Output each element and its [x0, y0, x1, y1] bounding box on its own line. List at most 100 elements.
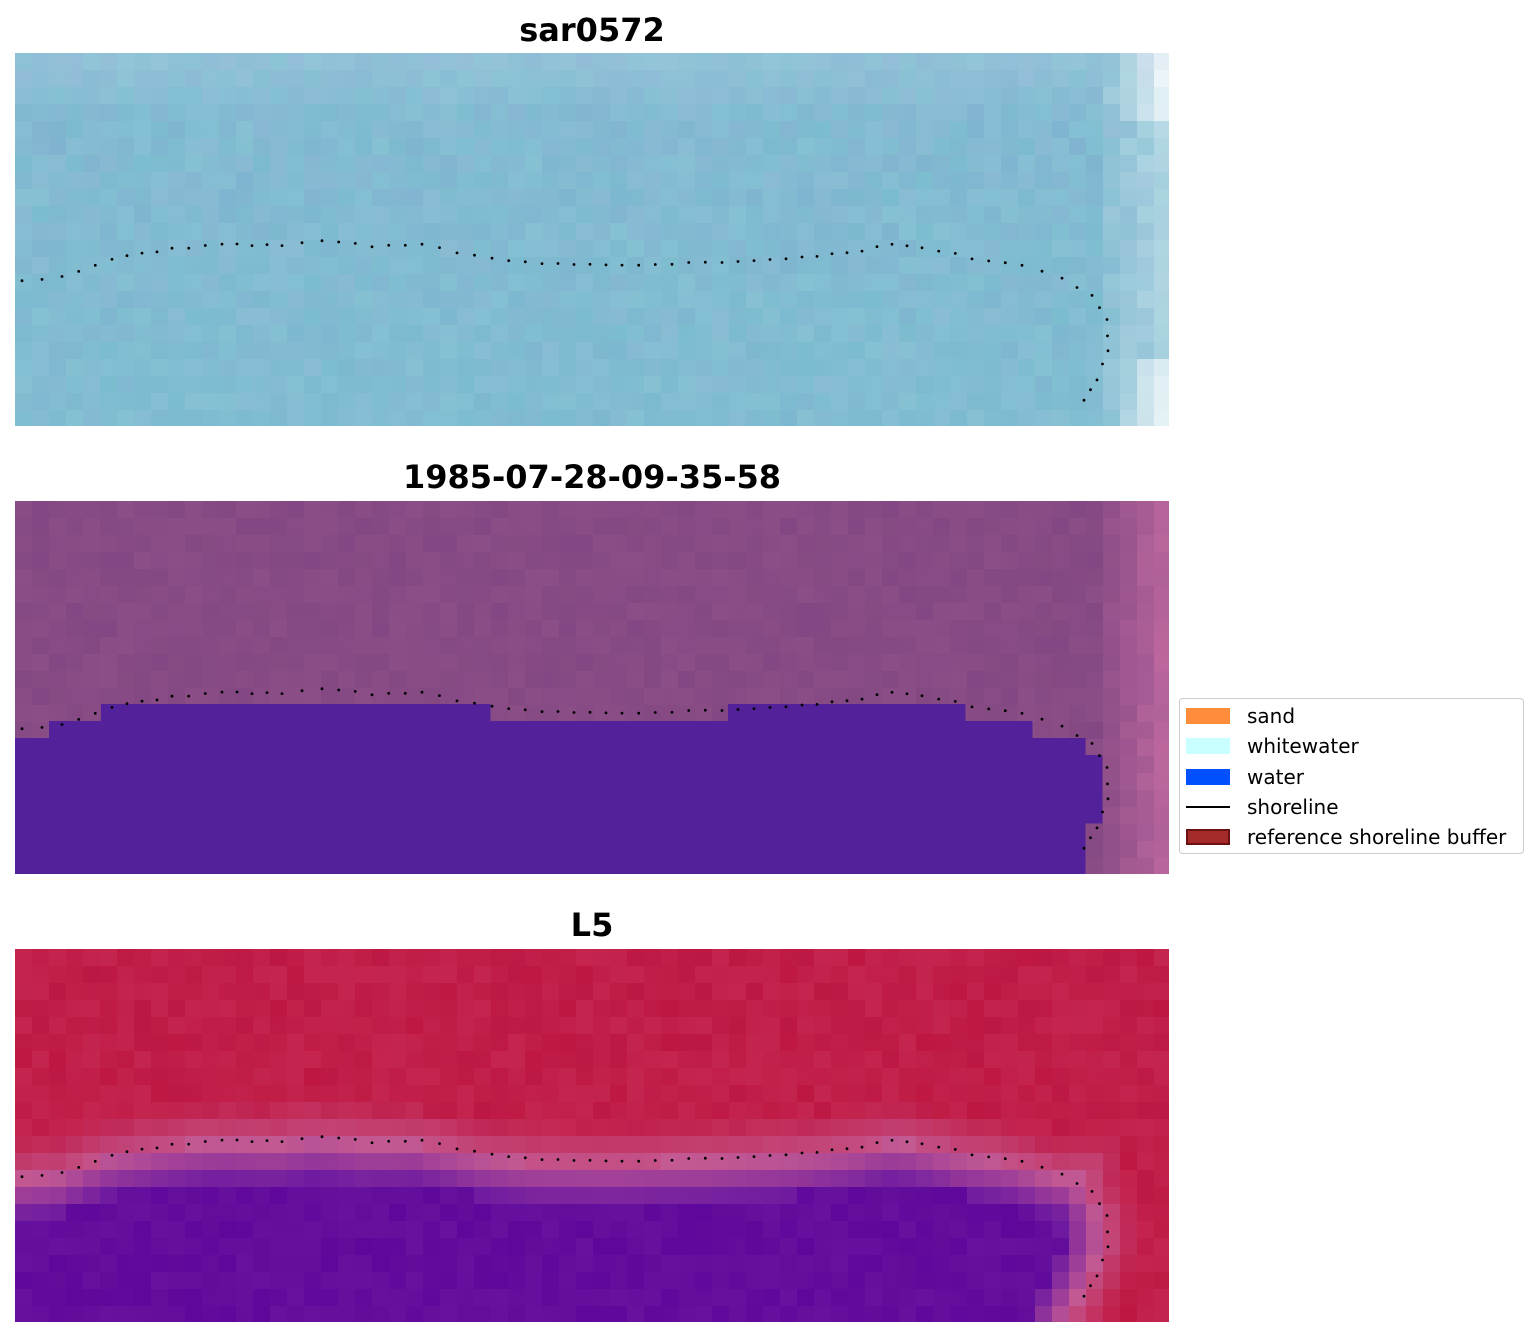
water-class-region: [1068, 823, 1086, 858]
shoreline-point: [1098, 306, 1101, 309]
shoreline-point: [1106, 1245, 1110, 1249]
legend-label-water: water: [1247, 765, 1304, 789]
shoreline-point: [845, 1147, 849, 1151]
shoreline-point: [1040, 269, 1044, 273]
shoreline-point: [937, 249, 941, 253]
shoreline-point: [523, 260, 527, 264]
shoreline-point: [620, 1159, 624, 1163]
shoreline-point: [860, 1145, 864, 1149]
shoreline-point: [40, 1174, 44, 1177]
shoreline-point: [703, 1156, 707, 1160]
water-class-region: [490, 721, 729, 874]
shoreline-point: [265, 691, 269, 694]
shoreline-point: [77, 270, 81, 273]
shoreline-point: [830, 252, 834, 256]
shoreline-point: [1090, 294, 1094, 297]
shoreline-point: [953, 252, 957, 255]
water-class-region: [15, 738, 50, 874]
shoreline-point: [736, 1156, 740, 1159]
shoreline-point: [438, 1142, 441, 1145]
shoreline-point: [830, 1148, 834, 1152]
legend-swatch-whitewater: [1186, 738, 1230, 754]
legend-swatch-water: [1186, 769, 1230, 785]
shoreline-point: [1106, 782, 1109, 786]
panel-title-sar: sar0572: [519, 11, 665, 49]
shoreline-point: [337, 240, 341, 244]
shoreline-point: [768, 706, 772, 709]
shoreline-point: [670, 710, 674, 714]
shoreline-point: [752, 259, 756, 262]
shoreline-point: [1060, 724, 1064, 728]
shoreline-point: [920, 246, 924, 250]
shoreline-point: [1105, 766, 1109, 769]
shoreline-point: [970, 257, 974, 261]
shoreline-point: [110, 1153, 114, 1157]
shoreline-point: [1101, 362, 1104, 366]
shoreline-point: [320, 687, 324, 691]
shoreline-point: [235, 690, 239, 694]
shoreline-point: [800, 703, 804, 707]
shoreline-point: [1101, 810, 1104, 814]
shoreline-point: [1060, 276, 1064, 280]
shoreline-point: [1106, 349, 1110, 353]
shoreline-point: [1095, 826, 1099, 830]
shoreline-point: [110, 257, 114, 261]
shoreline-point: [1089, 388, 1092, 392]
shoreline-point: [637, 711, 641, 715]
shoreline-point: [875, 245, 879, 249]
shoreline-point: [987, 1155, 991, 1159]
shoreline-point: [140, 1147, 144, 1151]
shoreline-point: [875, 693, 879, 696]
shoreline-point: [1020, 1159, 1024, 1163]
water-class-region: [965, 721, 1033, 874]
shoreline-point: [320, 1135, 324, 1139]
shoreline-point: [1090, 1190, 1094, 1193]
shoreline-point: [300, 1137, 304, 1141]
shoreline-point: [203, 692, 207, 695]
legend-line-shoreline: [1186, 806, 1230, 808]
shoreline-point: [670, 262, 674, 266]
shoreline-point: [370, 693, 374, 697]
shoreline-point: [556, 710, 560, 713]
shoreline-point: [845, 699, 849, 703]
water-class-region: [49, 721, 102, 874]
shoreline-point: [890, 690, 894, 694]
shoreline-point: [556, 1158, 560, 1161]
shoreline-point: [1089, 836, 1092, 840]
shoreline-point: [572, 263, 576, 266]
shoreline-point: [604, 1159, 608, 1163]
shoreline-point: [736, 260, 740, 263]
shoreline-point: [300, 241, 304, 245]
shoreline-point: [370, 245, 374, 249]
shoreline-point: [937, 1145, 941, 1149]
shoreline-point: [387, 691, 391, 695]
shoreline-point: [604, 711, 608, 715]
shoreline-point: [438, 694, 441, 697]
shoreline-point: [736, 708, 740, 711]
shoreline-point: [455, 251, 459, 255]
raster-pixels: [15, 53, 1169, 426]
image-panel-sar: [15, 53, 1169, 426]
shoreline-point: [1098, 1202, 1101, 1205]
shoreline-point: [1020, 263, 1024, 267]
shoreline-point: [1040, 1165, 1044, 1169]
shoreline-point: [970, 1153, 974, 1157]
panel-title-l5: L5: [570, 906, 614, 944]
shoreline-point: [235, 242, 239, 246]
shoreline-point: [1003, 1157, 1007, 1161]
shoreline-point: [220, 690, 224, 694]
shoreline-point: [187, 1142, 191, 1146]
shoreline-point: [265, 243, 269, 247]
shoreline-point: [320, 239, 324, 243]
shoreline-point: [556, 262, 560, 265]
shoreline-point: [703, 708, 707, 712]
shoreline-point: [507, 259, 511, 262]
panel-title-date: 1985-07-28-09-35-58: [402, 458, 782, 496]
shoreline-point: [670, 1158, 674, 1162]
shoreline-point: [1075, 734, 1079, 737]
shoreline-point: [300, 689, 304, 693]
shoreline-point: [637, 263, 641, 267]
shoreline-point: [60, 1171, 64, 1174]
shoreline-point: [687, 1157, 691, 1160]
shoreline-point: [604, 263, 608, 267]
